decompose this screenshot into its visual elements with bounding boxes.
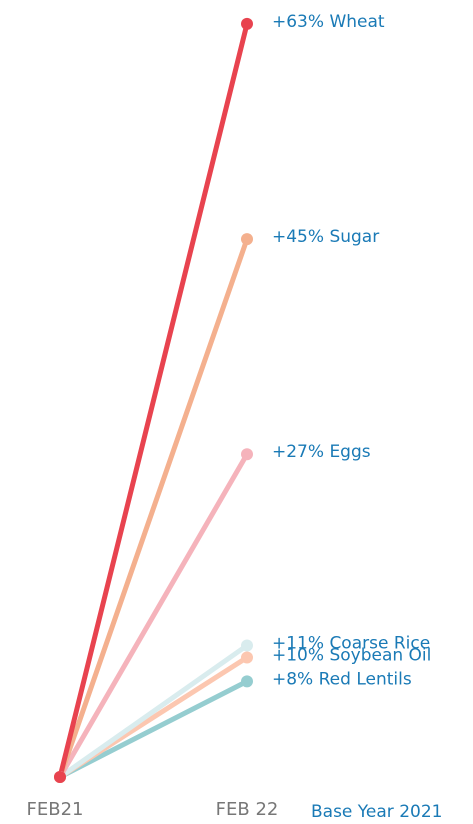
point [241,233,253,246]
value-label: +63% [272,12,324,32]
value-label: +10% [272,645,324,665]
data-label: +11% Coarse Rice [272,634,430,654]
slope-line [57,643,250,780]
value-label: +8% [272,669,313,689]
data-label: +27% Eggs [272,442,371,462]
point [241,17,253,30]
series-name: Red Lentils [319,669,412,689]
slope-line [57,451,250,780]
slope-line [57,21,250,780]
series-name: Wheat [329,12,384,32]
point [241,448,253,461]
x-tick-label: FEB 22 [216,799,279,820]
series-name: Soybean Oil [329,645,431,665]
slope-line [57,678,250,780]
value-label: +27% [272,442,324,462]
value-label: +45% [272,227,324,247]
series-name: Eggs [329,442,370,462]
series-name: Sugar [329,227,379,247]
data-label: +8% Red Lentils [272,669,412,689]
value-label: +11% [272,634,324,654]
data-label: +45% Sugar [272,227,379,247]
annotation: Base Year 2021 [311,802,442,822]
series-name: Coarse Rice [329,634,430,654]
data-label: +10% Soybean Oil [272,645,431,665]
point [241,639,253,652]
point [54,771,66,783]
x-tick-label: FEB21 [27,799,84,820]
point [241,651,253,664]
point [241,675,253,688]
slope-line [57,236,250,780]
data-label: +63% Wheat [272,12,385,32]
